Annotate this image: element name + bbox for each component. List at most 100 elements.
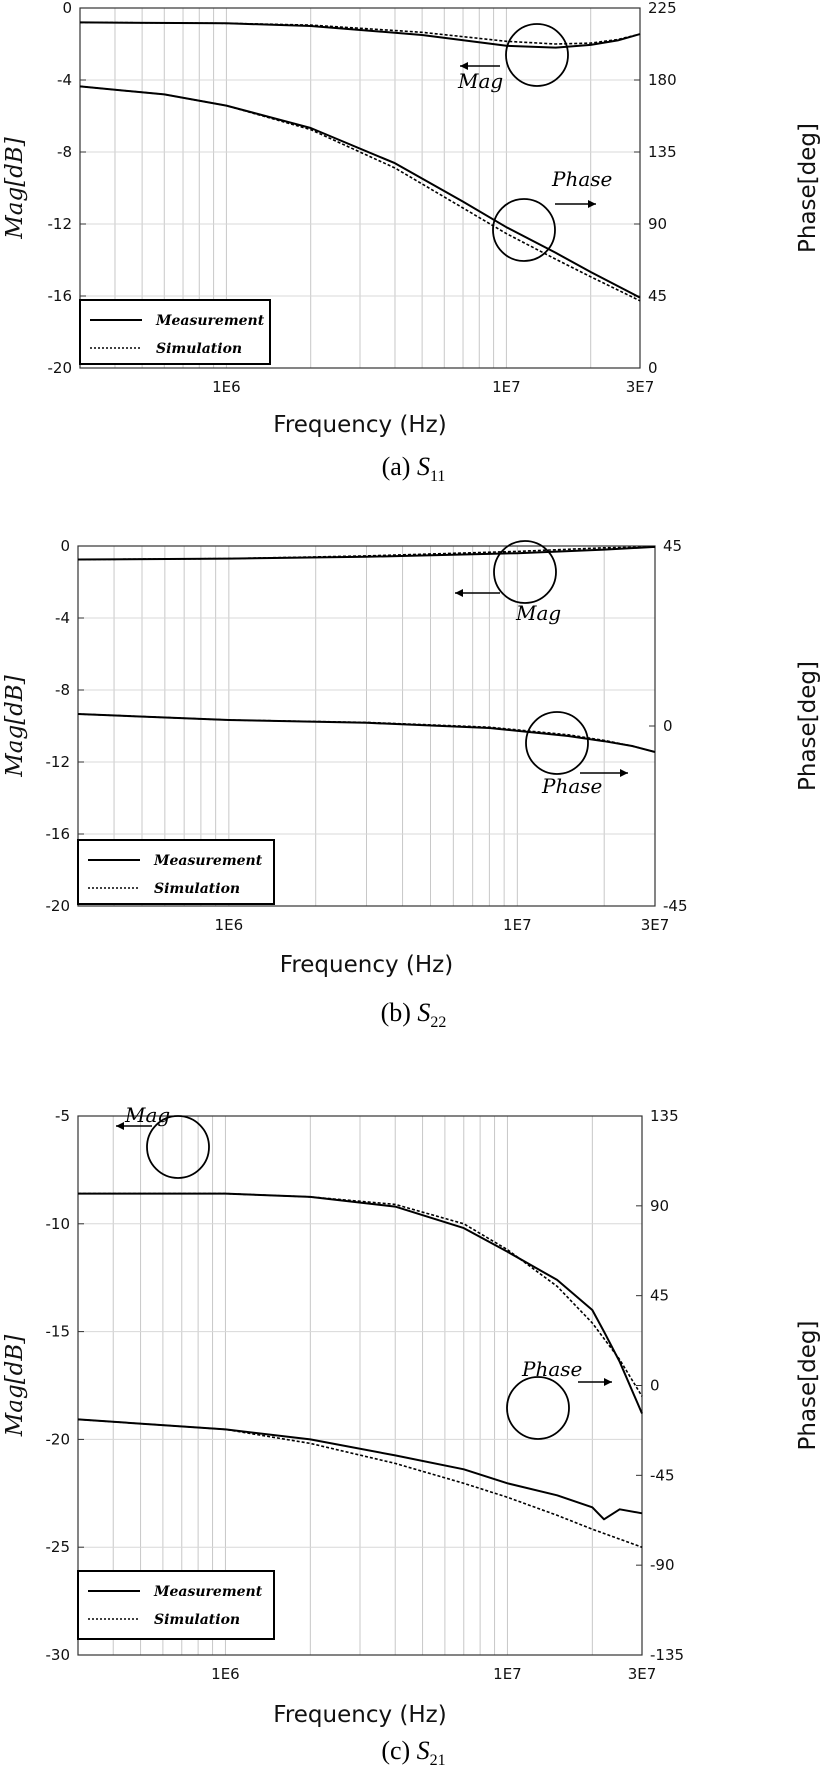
mag-circle [493, 540, 557, 604]
y-left-tick-label: 0 [60, 537, 70, 555]
mag-arrow-head [460, 62, 468, 70]
legend: Measurement Simulation [77, 839, 275, 905]
legend-label: Measurement [153, 1584, 263, 1600]
x-tick-label: 3E7 [626, 378, 655, 396]
x-axis-title: Frequency (Hz) [273, 1702, 446, 1728]
phase-circle [525, 711, 589, 775]
phase-arrow-head [588, 200, 596, 208]
legend: Measurement Simulation [79, 299, 271, 365]
mag-simulation-line [77, 546, 656, 561]
legend-label: Simulation [156, 341, 242, 357]
y-right-axis-title: Phase[deg] [795, 123, 821, 253]
y-right-tick-label: 45 [663, 537, 682, 555]
legend-box [77, 1570, 275, 1640]
annotations: Mag Phase [116, 1103, 612, 1440]
phase-annotation-label: Phase [521, 1357, 582, 1381]
caption-c-symbol: S [416, 1736, 430, 1765]
y-right-tick-label: 90 [650, 1197, 669, 1215]
y-left-tick-label: -4 [57, 71, 72, 89]
chart-panel-c: -5 -10 -15 -20 -25 -30 135 90 45 0 -45 -90 -135 1E6 1E… [0, 1086, 827, 1786]
annotations: Mag Phase [455, 540, 628, 798]
y-left-tick-label: -8 [57, 143, 72, 161]
phase-circle [492, 198, 556, 262]
y-right-tick-label: 90 [648, 215, 667, 233]
y-left-tick-label: -4 [55, 609, 70, 627]
chart-panel-b: 0 -4 -8 -12 -16 -20 45 0 -45 1E6 1E7 3E7 Frequency (… [0, 537, 827, 1060]
legend-label: Simulation [154, 881, 240, 897]
x-axis-title: Frequency (Hz) [273, 412, 446, 438]
caption-c: (c) S21 [0, 1736, 827, 1770]
chart-panel-a: 0 -4 -8 -12 -16 -20 225 180 135 90 45 0 1E6 1E7 3E7 Fre… [0, 0, 827, 500]
mag-circle [146, 1115, 210, 1179]
y-left-axis-title: Mag[dB] [2, 675, 28, 778]
mag-simulation-line [78, 1192, 643, 1397]
caption-b-label: (b) [380, 998, 411, 1027]
y-right-tick-label: 0 [648, 359, 658, 377]
legend-box [77, 839, 275, 905]
y-left-tick-label: -15 [46, 1323, 71, 1341]
caption-a: (a) S11 [0, 452, 827, 486]
y-left-tick-label: -8 [55, 681, 70, 699]
phase-measurement-line [77, 1418, 643, 1521]
phase-arrow-head [620, 769, 628, 777]
mag-annotation-label: Mag [124, 1103, 170, 1127]
y-right-tick-label: 180 [648, 71, 677, 89]
y-left-tick-label: -20 [46, 897, 71, 915]
legend-box [79, 299, 271, 365]
y-right-tick-label: -90 [650, 1556, 675, 1574]
x-tick-label: 1E6 [212, 378, 241, 396]
y-right-tick-label: 45 [650, 1287, 669, 1305]
mag-annotation-label: Mag [515, 601, 561, 625]
y-left-tick-label: -20 [48, 359, 73, 377]
y-left-tick-label: -12 [46, 753, 71, 771]
x-tick-label: 1E7 [493, 1665, 522, 1683]
x-tick-label: 1E7 [503, 916, 532, 934]
x-tick-label: 1E7 [492, 378, 521, 396]
y-right-axis-title: Phase[deg] [795, 661, 821, 791]
phase-annotation-label: Phase [541, 774, 602, 798]
caption-a-symbol: S [416, 452, 430, 481]
plot-frame [79, 7, 641, 369]
mag-annotation-label: Mag [457, 69, 503, 93]
y-right-tick-label: -45 [650, 1466, 675, 1484]
y-right-tick-label: -135 [650, 1646, 684, 1664]
annotations: Mag Phase [457, 23, 612, 262]
phase-simulation-line [77, 1418, 643, 1548]
y-left-tick-label: -25 [46, 1538, 71, 1556]
mag-circle [505, 23, 569, 87]
x-tick-label: 1E6 [211, 1665, 240, 1683]
mag-arrow-head [116, 1122, 124, 1130]
y-right-tick-label: -45 [663, 897, 688, 915]
y-left-tick-label: -5 [55, 1107, 70, 1125]
caption-b-subscript: 22 [430, 1014, 447, 1032]
phase-simulation-line [79, 85, 641, 302]
y-left-tick-label: -10 [46, 1215, 71, 1233]
y-right-tick-label: 0 [663, 717, 673, 735]
y-left-tick-label: -16 [48, 287, 73, 305]
y-right-tick-label: 225 [648, 0, 677, 17]
caption-a-subscript: 11 [429, 468, 446, 486]
legend-label: Measurement [155, 313, 265, 329]
legend: Measurement Simulation [77, 1570, 275, 1640]
caption-a-label: (a) [381, 452, 411, 481]
y-right-tick-label: 45 [648, 287, 667, 305]
mag-measurement-line [79, 21, 641, 49]
y-right-tick-label: 0 [650, 1377, 660, 1395]
y-left-axis-title: Mag[dB] [2, 1335, 28, 1438]
chart-b-plot: 0 -4 -8 -12 -16 -20 45 0 -45 1E6 1E7 3E7 Frequency (… [2, 537, 821, 978]
legend-label: Simulation [154, 1612, 240, 1628]
phase-arrow-head [604, 1378, 612, 1386]
mag-arrow-head [455, 589, 463, 597]
caption-b: (b) S22 [0, 998, 827, 1032]
y-right-tick-label: 135 [650, 1107, 679, 1125]
y-right-axis-title: Phase[deg] [795, 1321, 821, 1451]
y-left-tick-label: 0 [62, 0, 72, 17]
mag-measurement-line [78, 1192, 643, 1414]
y-right-tick-label: 135 [648, 143, 677, 161]
chart-a-plot: 0 -4 -8 -12 -16 -20 225 180 135 90 45 0 1E6 1E7 3E7 Fre… [2, 0, 821, 438]
y-left-tick-label: -20 [46, 1430, 71, 1448]
phase-circle [506, 1376, 570, 1440]
x-tick-label: 1E6 [215, 916, 244, 934]
y-left-tick-label: -16 [46, 825, 71, 843]
legend-label: Measurement [153, 853, 263, 869]
